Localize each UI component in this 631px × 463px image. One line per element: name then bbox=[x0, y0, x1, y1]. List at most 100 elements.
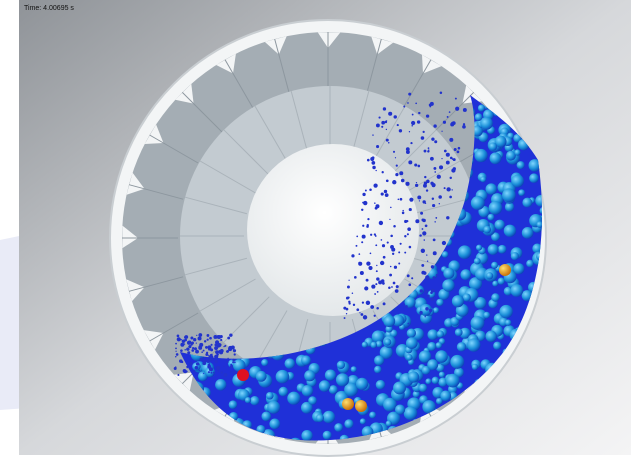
spray-particle bbox=[184, 349, 186, 351]
ball bbox=[301, 355, 311, 365]
ball bbox=[474, 258, 481, 265]
ball bbox=[458, 245, 472, 259]
ball bbox=[369, 412, 376, 419]
spray-particle bbox=[198, 336, 202, 340]
spray-particle bbox=[186, 347, 189, 350]
spray-particle bbox=[365, 190, 367, 192]
spray-particle bbox=[199, 345, 202, 348]
spray-particle bbox=[186, 371, 188, 373]
spray-particle bbox=[188, 346, 189, 347]
ball bbox=[404, 406, 418, 420]
ball bbox=[480, 176, 486, 182]
spray-particle bbox=[408, 283, 411, 286]
spray-particle bbox=[376, 265, 377, 266]
spray-particle bbox=[457, 150, 460, 153]
ball bbox=[463, 293, 471, 301]
spray-particle bbox=[362, 302, 364, 304]
spray-particle bbox=[367, 218, 369, 220]
ball bbox=[308, 396, 317, 405]
spray-particle bbox=[425, 224, 428, 227]
spray-particle bbox=[205, 346, 208, 349]
spray-particle bbox=[400, 198, 403, 201]
spray-particle bbox=[220, 339, 222, 341]
spray-particle bbox=[411, 125, 413, 127]
ball bbox=[471, 316, 485, 330]
spray-particle bbox=[358, 262, 360, 264]
spray-particle bbox=[444, 187, 446, 189]
spray-particle bbox=[177, 374, 179, 376]
spray-particle bbox=[463, 108, 467, 112]
ball bbox=[526, 260, 533, 267]
ball bbox=[285, 358, 295, 368]
ball bbox=[279, 387, 289, 397]
page: Time: 4.00695 s (() => { const data = JS… bbox=[0, 0, 631, 463]
spray-particle bbox=[232, 359, 235, 362]
ball bbox=[505, 202, 514, 211]
spray-particle bbox=[421, 219, 424, 222]
ball bbox=[427, 359, 438, 370]
spray-particle bbox=[233, 371, 236, 374]
spray-particle bbox=[199, 370, 200, 371]
ball bbox=[474, 149, 487, 162]
spray-particle bbox=[444, 150, 447, 153]
spray-particle bbox=[419, 311, 422, 314]
spray-particle bbox=[391, 286, 393, 288]
spray-particle bbox=[378, 116, 380, 118]
spray-particle bbox=[415, 103, 417, 105]
spray-particle bbox=[381, 126, 383, 128]
spray-particle bbox=[369, 188, 372, 191]
spray-particle bbox=[217, 345, 220, 348]
spray-particle bbox=[379, 221, 383, 225]
ball bbox=[513, 263, 524, 274]
spray-particle bbox=[354, 276, 357, 279]
spray-particle bbox=[439, 165, 443, 169]
spray-particle bbox=[370, 252, 372, 254]
spray-particle bbox=[424, 290, 428, 294]
spray-particle bbox=[398, 262, 400, 264]
spray-particle bbox=[407, 227, 411, 231]
spray-particle bbox=[446, 161, 450, 165]
spray-particle bbox=[432, 276, 435, 279]
spray-particle bbox=[366, 279, 369, 282]
spray-particle bbox=[451, 189, 452, 190]
spray-particle bbox=[372, 134, 373, 135]
ball bbox=[439, 372, 445, 378]
tracer-gold bbox=[342, 398, 354, 410]
tracer-gold bbox=[355, 400, 367, 412]
spray-particle bbox=[431, 137, 434, 140]
spray-particle bbox=[451, 122, 454, 125]
spray-particle bbox=[399, 129, 402, 132]
spray-particle bbox=[432, 204, 435, 207]
spray-particle bbox=[381, 239, 383, 241]
spray-particle bbox=[187, 351, 190, 354]
spray-particle bbox=[393, 282, 396, 285]
ball bbox=[529, 173, 539, 183]
spray-particle bbox=[390, 235, 393, 238]
spray-particle bbox=[419, 234, 421, 236]
spray-particle bbox=[424, 239, 426, 241]
spray-particle bbox=[175, 348, 177, 350]
spray-particle bbox=[175, 366, 177, 368]
spray-particle bbox=[207, 334, 210, 337]
ball bbox=[245, 397, 251, 403]
ball bbox=[319, 380, 330, 391]
spray-particle bbox=[209, 337, 212, 340]
ball bbox=[455, 329, 463, 337]
spray-particle bbox=[395, 157, 396, 158]
spray-particle bbox=[420, 289, 423, 292]
spray-particle bbox=[370, 305, 374, 309]
spray-particle bbox=[360, 271, 364, 275]
ball bbox=[261, 412, 271, 422]
ball bbox=[323, 431, 332, 440]
ball bbox=[522, 198, 532, 208]
spray-particle bbox=[398, 198, 400, 200]
spray-particle bbox=[455, 107, 459, 111]
spray-particle bbox=[416, 182, 417, 183]
spray-particle bbox=[217, 335, 221, 339]
spray-particle bbox=[207, 339, 209, 341]
ball bbox=[406, 354, 413, 361]
ball bbox=[250, 396, 259, 405]
ball bbox=[304, 370, 315, 381]
spray-particle bbox=[207, 365, 211, 369]
spray-particle bbox=[437, 175, 441, 179]
